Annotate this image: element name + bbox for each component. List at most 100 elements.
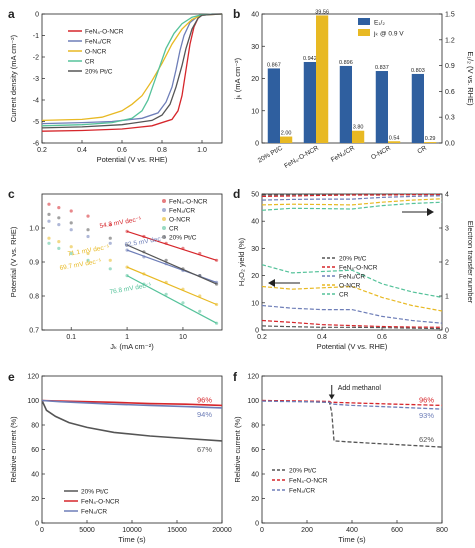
y2-axis-label: Electron transfer number (466, 221, 475, 304)
n-line-FeN4_O_NCR (261, 194, 442, 197)
legend-entry: FeN₄/CR (169, 208, 195, 215)
yield-line-CR (261, 264, 443, 298)
y-tick-label: 80 (31, 423, 39, 430)
data-point-O_NCR (57, 240, 61, 244)
y-tick-label: 100 (27, 398, 39, 405)
x-tick-label: 200 (301, 527, 313, 534)
bar-e12 (267, 68, 280, 143)
data-point-FeN4_CR (108, 241, 112, 245)
data-point-CR (47, 241, 51, 245)
data-point-Pt_C (57, 216, 61, 220)
bar-label-e12: 0.837 (375, 65, 389, 71)
x-tick-label: 800 (436, 527, 448, 534)
legend-swatch (162, 235, 166, 239)
y-tick-label: 0.7 (29, 328, 39, 335)
bar-jk (280, 136, 293, 143)
x-axis-label: Potential (V vs. RHE) (317, 342, 388, 351)
y-tick-label: 60 (31, 447, 39, 454)
tafel-slope-label: 54.3 mV dec⁻¹ (99, 216, 142, 230)
legend-entry: FeN₄/CR (85, 39, 111, 46)
y-tick-label: 120 (27, 374, 39, 381)
y-tick-label: -4 (33, 98, 39, 105)
y-tick-label: 0 (255, 141, 259, 148)
tafel-fit-line (126, 244, 217, 285)
x-tick-label: 0.4 (317, 334, 327, 341)
y-tick-label: 40 (251, 219, 259, 226)
category-label: 20% Pt/C (257, 145, 285, 165)
bar-label-jk: 39.56 (315, 9, 329, 15)
x-tick-label: 0.8 (437, 334, 447, 341)
panel-letter: c (8, 187, 15, 201)
bar-jk (352, 130, 365, 143)
x-tick-label: 10 (179, 334, 187, 341)
end-value-label: 93% (419, 411, 434, 420)
category-label: FeN₄-O-NCR (283, 145, 320, 170)
bar-label-jk: 0.54 (389, 135, 400, 141)
data-point-CR (181, 301, 185, 305)
y-tick-label: 20 (251, 273, 259, 280)
end-value-label: 94% (197, 410, 212, 419)
n-line-FeN4_CR (261, 195, 443, 201)
x-tick-label: 1 (125, 334, 129, 341)
x-tick-label: 0.1 (66, 334, 76, 341)
data-point-FeN4_O_NCR (108, 223, 112, 227)
y-tick-label: 10 (251, 108, 259, 115)
bar-label-jk: 0.29 (425, 136, 436, 142)
legend-entry: CR (339, 292, 349, 299)
y-tick-label: 1.0 (29, 226, 39, 233)
legend-entry: FeN₄-O-NCR (289, 478, 328, 485)
y-tick-label: -6 (33, 141, 39, 148)
y-tick-label: 40 (31, 472, 39, 479)
legend-entry: 20% Pt/C (289, 468, 317, 475)
y2-tick-label: 0.6 (445, 89, 455, 96)
x-tick-label: 5000 (79, 527, 95, 534)
tafel-fit-line (126, 266, 217, 306)
y-tick-label: 0.9 (29, 260, 39, 267)
y-tick-label: 100 (247, 398, 259, 405)
y-tick-label: 30 (251, 44, 259, 51)
end-value-label: 67% (197, 445, 212, 454)
legend-entry: CR (85, 59, 95, 66)
tafel-fit-line (126, 249, 217, 283)
y-tick-label: 40 (251, 472, 259, 479)
bar-label-e12: 0.896 (339, 60, 353, 66)
x-tick-label: 0 (260, 527, 264, 534)
data-point-CR (69, 251, 73, 256)
y-tick-label: 40 (251, 12, 259, 19)
methanol-annotation: Add methanol (338, 385, 382, 392)
legend-entry: FeN₄-O-NCR (339, 265, 378, 272)
bar-label-e12: 0.867 (267, 62, 281, 68)
panel-letter: f (233, 370, 238, 384)
bar-e12 (411, 73, 424, 143)
data-point-CR (198, 309, 202, 313)
tafel-slope-label: 71.1 mV dec⁻¹ (67, 244, 110, 258)
data-point-FeN4_O_NCR (69, 209, 73, 213)
x-tick-label: 0.6 (377, 334, 387, 341)
data-point-FeN4_O_NCR (57, 206, 61, 210)
bar-label-jk: 3.80 (353, 125, 364, 131)
yield-line-FeN4_CR (261, 304, 443, 324)
data-point-O_NCR (108, 258, 112, 262)
bar-label-e12: 0.803 (411, 68, 425, 74)
legend-entry: 20% Pt/C (339, 256, 367, 263)
legend-swatch (162, 199, 166, 203)
series-line-FeN4_O_NCR (261, 399, 443, 407)
x-axis-label: Potential (V vs. RHE) (97, 155, 168, 164)
panel-letter: b (233, 7, 240, 21)
data-point-O_NCR (69, 245, 73, 249)
y-tick-label: 80 (251, 423, 259, 430)
panel-letter: a (8, 7, 15, 21)
data-point-CR (164, 292, 168, 296)
y-tick-label: 0 (35, 12, 39, 19)
x-tick-label: 10000 (122, 527, 142, 534)
data-point-FeN4_CR (86, 234, 90, 239)
category-label: O-NCR (370, 145, 392, 162)
plot-frame (261, 375, 443, 524)
legend-swatch (162, 226, 166, 230)
y-tick-label: -1 (33, 33, 39, 40)
legend-entry: 20% Pt/C (85, 69, 113, 76)
tafel-slope-label: 62.5 mV dec⁻¹ (124, 235, 167, 249)
yield-line-O_NCR (261, 285, 443, 312)
panel-letter: d (233, 187, 240, 201)
